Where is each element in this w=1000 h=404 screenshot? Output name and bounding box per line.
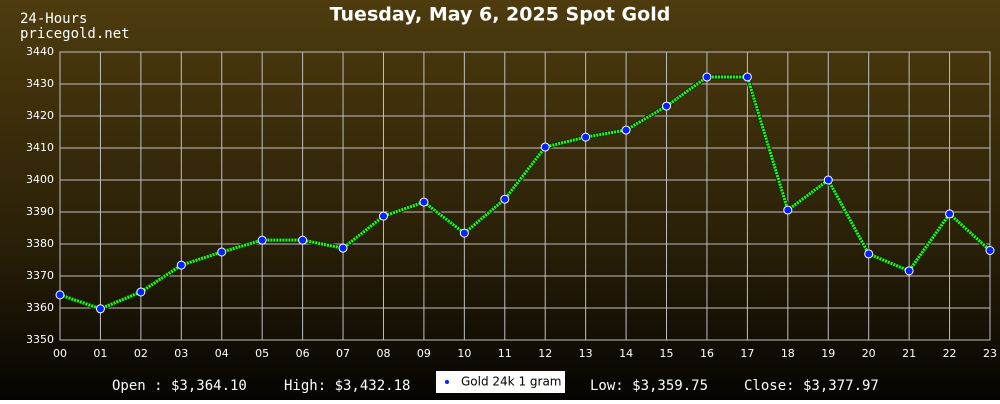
x-tick-label: 02 bbox=[134, 347, 148, 360]
legend: Gold 24k 1 gram bbox=[436, 371, 565, 393]
point bbox=[985, 245, 995, 255]
x-tick-label: 21 bbox=[902, 347, 916, 360]
x-tick-label: 19 bbox=[821, 347, 835, 360]
x-tick-label: 15 bbox=[660, 347, 674, 360]
x-tick-label: 07 bbox=[336, 347, 350, 360]
x-tick-label: 12 bbox=[538, 347, 552, 360]
point bbox=[783, 205, 793, 215]
y-tick-label: 3440 bbox=[26, 45, 54, 58]
x-tick-label: 05 bbox=[255, 347, 269, 360]
point bbox=[864, 249, 874, 259]
x-tick-label: 00 bbox=[53, 347, 67, 360]
point bbox=[742, 72, 752, 82]
x-tick-label: 18 bbox=[781, 347, 795, 360]
x-tick-label: 09 bbox=[417, 347, 431, 360]
y-tick-label: 3390 bbox=[26, 205, 54, 218]
point bbox=[338, 243, 348, 253]
stat-label: Open : $3,364.10 bbox=[112, 378, 247, 394]
x-tick-label: 04 bbox=[215, 347, 229, 360]
y-tick-label: 3410 bbox=[26, 141, 54, 154]
point bbox=[419, 197, 429, 207]
point bbox=[378, 211, 388, 221]
x-tick-label: 16 bbox=[700, 347, 714, 360]
point bbox=[621, 125, 631, 135]
point bbox=[95, 304, 105, 314]
y-tick-label: 3380 bbox=[26, 237, 54, 250]
x-tick-label: 11 bbox=[498, 347, 512, 360]
legend-label: Gold 24k 1 gram bbox=[461, 375, 561, 389]
point bbox=[823, 175, 833, 185]
x-tick-label: 17 bbox=[740, 347, 754, 360]
point bbox=[176, 260, 186, 270]
x-tick-label: 13 bbox=[579, 347, 593, 360]
point bbox=[904, 266, 914, 276]
x-tick-label: 01 bbox=[93, 347, 107, 360]
y-tick-label: 3400 bbox=[26, 173, 54, 186]
y-tick-label: 3350 bbox=[26, 333, 54, 346]
point bbox=[702, 72, 712, 82]
point bbox=[540, 142, 550, 152]
y-tick-label: 3420 bbox=[26, 109, 54, 122]
legend-box bbox=[436, 371, 565, 393]
point bbox=[581, 132, 591, 142]
point bbox=[662, 101, 672, 111]
point bbox=[217, 247, 227, 257]
series-line bbox=[59, 75, 992, 311]
y-tick-label: 3360 bbox=[26, 301, 54, 314]
subtitle: 24-Hours bbox=[20, 11, 87, 27]
stat-label: Close: $3,377.97 bbox=[744, 378, 879, 394]
x-tick-label: 03 bbox=[174, 347, 188, 360]
y-tick-label: 3430 bbox=[26, 77, 54, 90]
source: pricegold.net bbox=[20, 26, 130, 42]
point bbox=[298, 235, 308, 245]
point bbox=[55, 290, 65, 300]
point bbox=[459, 228, 469, 238]
x-tick-label: 10 bbox=[457, 347, 471, 360]
x-tick-label: 20 bbox=[862, 347, 876, 360]
x-tick-label: 08 bbox=[376, 347, 390, 360]
x-tick-label: 23 bbox=[983, 347, 997, 360]
x-tick-label: 22 bbox=[943, 347, 957, 360]
point bbox=[945, 209, 955, 219]
x-tick-label: 06 bbox=[296, 347, 310, 360]
x-tick-label: 14 bbox=[619, 347, 633, 360]
legend-marker bbox=[445, 380, 449, 384]
chart-title: Tuesday, May 6, 2025 Spot Gold bbox=[330, 4, 671, 26]
y-tick-label: 3370 bbox=[26, 269, 54, 282]
stat-label: Low: $3,359.75 bbox=[590, 378, 708, 394]
stat-label: High: $3,432.18 bbox=[284, 378, 410, 394]
point bbox=[136, 287, 146, 297]
point bbox=[500, 194, 510, 204]
point bbox=[257, 235, 267, 245]
